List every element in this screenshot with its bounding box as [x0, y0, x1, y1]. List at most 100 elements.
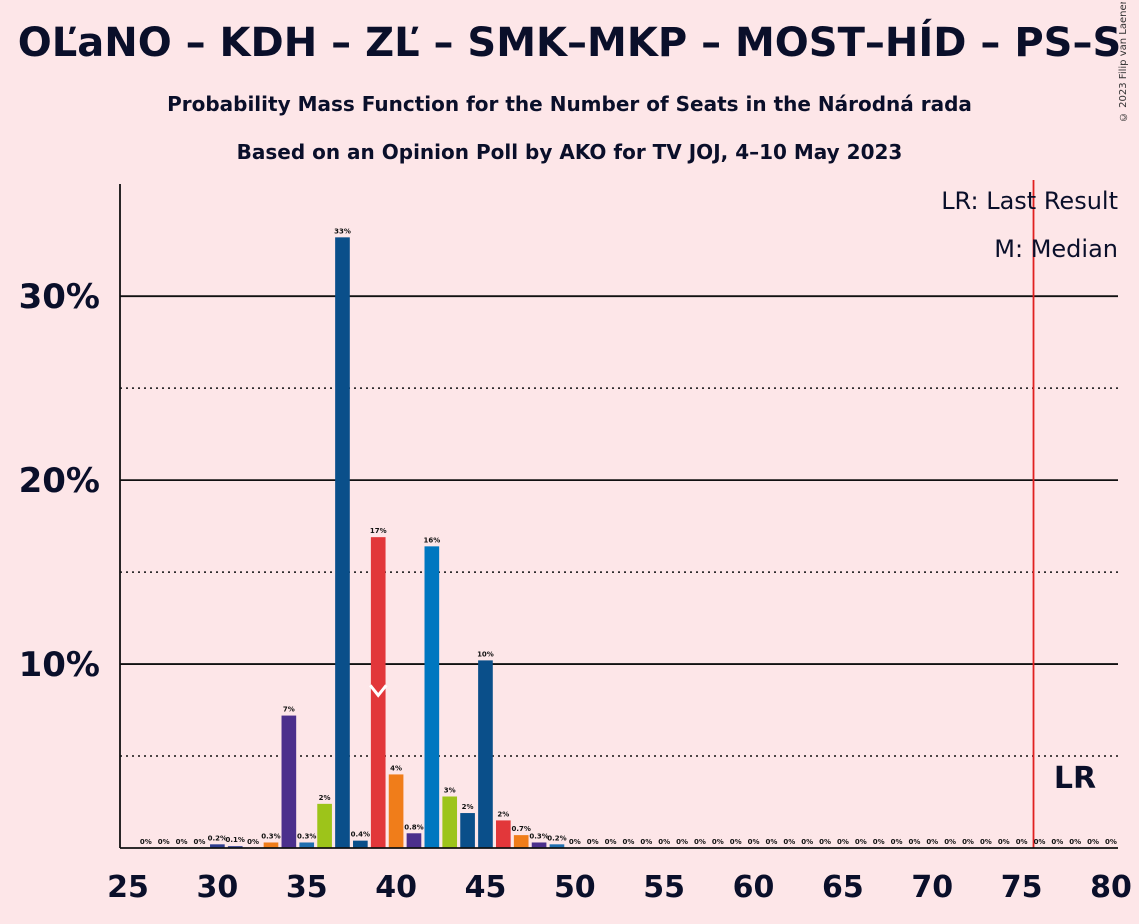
data-label: 0% — [140, 838, 152, 846]
chart-source-subtitle: Based on an Opinion Poll by AKO for TV J… — [236, 140, 903, 164]
data-label: 0% — [1016, 838, 1028, 846]
median-marker — [369, 684, 388, 698]
data-label: 0% — [194, 838, 206, 846]
bar — [460, 813, 475, 848]
data-label: 0.3% — [297, 832, 316, 840]
bar — [210, 844, 225, 848]
x-tick-label: 75 — [1001, 870, 1043, 905]
chart-title: OĽaNO – KDH – ZĽ – SMK–MKP – MOST–HÍD – … — [17, 20, 1122, 66]
last-result-marker-label: LR — [1054, 761, 1096, 796]
x-tick-label: 60 — [733, 870, 775, 905]
data-label: 0% — [1087, 838, 1099, 846]
data-label: 0% — [1105, 838, 1117, 846]
legend-last-result: LR: Last Result — [941, 187, 1118, 215]
data-label: 0% — [1051, 838, 1063, 846]
data-label: 0% — [730, 838, 742, 846]
x-tick-label: 25 — [107, 870, 149, 905]
data-label: 2% — [319, 794, 331, 802]
bars: 0% 0% 0% 0% 0.2%0.1% 0%0.3%7%0.3%2%33%0.4%17%… — [140, 227, 1117, 849]
data-label: 0.2% — [208, 834, 227, 842]
data-label: 0% — [158, 838, 170, 846]
data-label: 0% — [1069, 838, 1081, 846]
bar — [495, 820, 511, 848]
data-label: 7% — [283, 706, 295, 714]
bar — [388, 774, 404, 848]
bar — [263, 842, 279, 848]
data-label: 0% — [855, 838, 867, 846]
x-tick-label: 65 — [822, 870, 864, 905]
data-label: 0% — [819, 838, 831, 846]
bar — [549, 844, 565, 848]
data-label: 0.8% — [404, 823, 423, 831]
data-label: 0.4% — [351, 831, 370, 839]
bar — [424, 546, 440, 848]
data-label: 0% — [622, 838, 634, 846]
data-label: 3% — [444, 786, 456, 794]
data-label: 0.3% — [529, 832, 548, 840]
data-label: 4% — [390, 764, 402, 772]
x-tick-label: 55 — [643, 870, 685, 905]
x-tick-label: 70 — [911, 870, 953, 905]
data-label: 0% — [1034, 838, 1046, 846]
data-label: 16% — [423, 536, 440, 544]
data-label: 2% — [462, 803, 474, 811]
bar — [317, 803, 332, 848]
x-tick-label: 35 — [286, 870, 328, 905]
bar — [370, 537, 386, 848]
axes: 10% 20% 30% 25 30 35 40 45 50 55 60 65 70 75 80 — [19, 184, 1132, 905]
data-label: 0.1% — [226, 836, 245, 844]
chart-subtitle: Probability Mass Function for the Number… — [167, 92, 972, 116]
data-label: 0.3% — [261, 832, 280, 840]
data-label: 0% — [658, 838, 670, 846]
data-label: 0% — [605, 838, 617, 846]
bar — [227, 846, 243, 848]
x-tick-label: 40 — [375, 870, 417, 905]
bar — [478, 660, 493, 848]
data-label: 17% — [370, 527, 387, 535]
x-tick-label: 80 — [1090, 870, 1132, 905]
bar — [513, 835, 529, 848]
data-label: 0% — [640, 838, 652, 846]
data-label: 0% — [676, 838, 688, 846]
x-tick-label: 45 — [465, 870, 507, 905]
data-label: 0% — [748, 838, 760, 846]
data-label: 0% — [247, 838, 259, 846]
data-label: 0.2% — [547, 834, 566, 842]
data-label: 0% — [712, 838, 724, 846]
bar — [335, 237, 350, 849]
data-label: 0% — [801, 838, 813, 846]
data-label: 33% — [334, 227, 351, 235]
data-label: 0.7% — [511, 825, 530, 833]
y-tick-label: 30% — [19, 277, 100, 317]
data-label: 0% — [873, 838, 885, 846]
data-label: 0% — [765, 838, 777, 846]
y-tick-label: 20% — [19, 461, 100, 501]
x-tick-label: 30 — [196, 870, 238, 905]
bar — [281, 715, 297, 848]
data-label: 0% — [783, 838, 795, 846]
data-label: 2% — [497, 810, 509, 818]
x-tick-label: 50 — [554, 870, 596, 905]
bar — [531, 842, 547, 848]
data-label: 0% — [176, 838, 188, 846]
gridlines — [120, 180, 1118, 848]
data-label: 0% — [944, 838, 956, 846]
data-label: 0% — [837, 838, 849, 846]
y-tick-label: 10% — [19, 645, 100, 685]
data-label: 10% — [477, 650, 494, 658]
bar — [353, 840, 368, 848]
data-label: 0% — [587, 838, 599, 846]
data-label: 0% — [891, 838, 903, 846]
bar — [442, 796, 458, 848]
data-label: 0% — [962, 838, 974, 846]
bar — [299, 842, 315, 848]
data-label: 0% — [569, 838, 581, 846]
data-label: 0% — [998, 838, 1010, 846]
bar — [406, 833, 422, 848]
data-label: 0% — [926, 838, 938, 846]
legend-median: M: Median — [994, 235, 1118, 263]
data-label: 0% — [908, 838, 920, 846]
data-label: 0% — [694, 838, 706, 846]
data-label: 0% — [980, 838, 992, 846]
